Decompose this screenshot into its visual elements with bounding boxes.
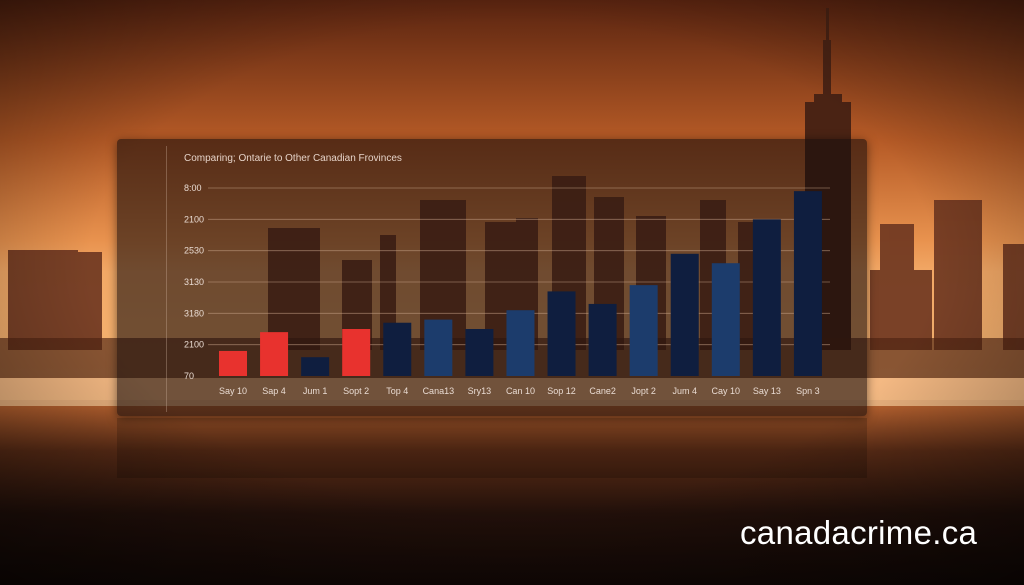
y-tick-label: 70 <box>184 371 194 381</box>
bars <box>219 191 822 376</box>
bar-7 <box>465 329 494 376</box>
bar-15 <box>793 191 822 376</box>
x-tick-label: Cane2 <box>589 386 616 396</box>
x-tick-label: Say 10 <box>219 386 247 396</box>
bar-5 <box>383 322 412 376</box>
x-tick-label: Say 13 <box>753 386 781 396</box>
bar-11 <box>629 285 658 376</box>
x-tick-label: Cana13 <box>423 386 455 396</box>
x-tick-label: Can 10 <box>506 386 535 396</box>
x-tick-label: Top 4 <box>386 386 408 396</box>
bar-14 <box>752 219 781 376</box>
bar-10 <box>588 303 617 376</box>
bar-9 <box>547 291 576 376</box>
site-watermark: canadacrime.ca <box>740 514 978 551</box>
x-tick-label: Jum 1 <box>303 386 328 396</box>
x-tick-label: Jopt 2 <box>631 386 656 396</box>
bar-12 <box>670 253 699 376</box>
chart-title: Comparing; Ontarie to Other Canadian Fro… <box>184 153 402 164</box>
x-tick-label: Sap 4 <box>262 386 286 396</box>
y-tick-label: 2100 <box>184 214 204 224</box>
x-tick-label: Jum 4 <box>672 386 697 396</box>
y-axis-tick-labels: 70 2100 3180 3130 2530 2100 8:00 <box>184 183 204 381</box>
y-tick-label: 8:00 <box>184 183 202 193</box>
bar-3 <box>301 357 330 376</box>
x-axis-tick-labels: Say 10 Sap 4 Jum 1 Sopt 2 Top 4 Cana13 Sry13 Ca… <box>219 386 820 396</box>
y-tick-label: 2530 <box>184 246 204 256</box>
y-tick-label: 3180 <box>184 308 204 318</box>
y-tick-label: 3130 <box>184 277 204 287</box>
bar-2 <box>260 332 289 376</box>
x-tick-label: Spn 3 <box>796 386 820 396</box>
x-tick-label: Cay 10 <box>712 386 741 396</box>
bar-8 <box>506 310 535 376</box>
bar-13 <box>711 263 740 376</box>
x-tick-label: Sopt 2 <box>343 386 369 396</box>
bar-1 <box>219 350 247 376</box>
bar-4 <box>342 329 371 376</box>
x-tick-label: Sop 12 <box>547 386 576 396</box>
panel-divider <box>166 146 167 412</box>
x-tick-label: Sry13 <box>468 386 492 396</box>
y-tick-label: 2100 <box>184 340 204 350</box>
bar-6 <box>424 319 453 376</box>
